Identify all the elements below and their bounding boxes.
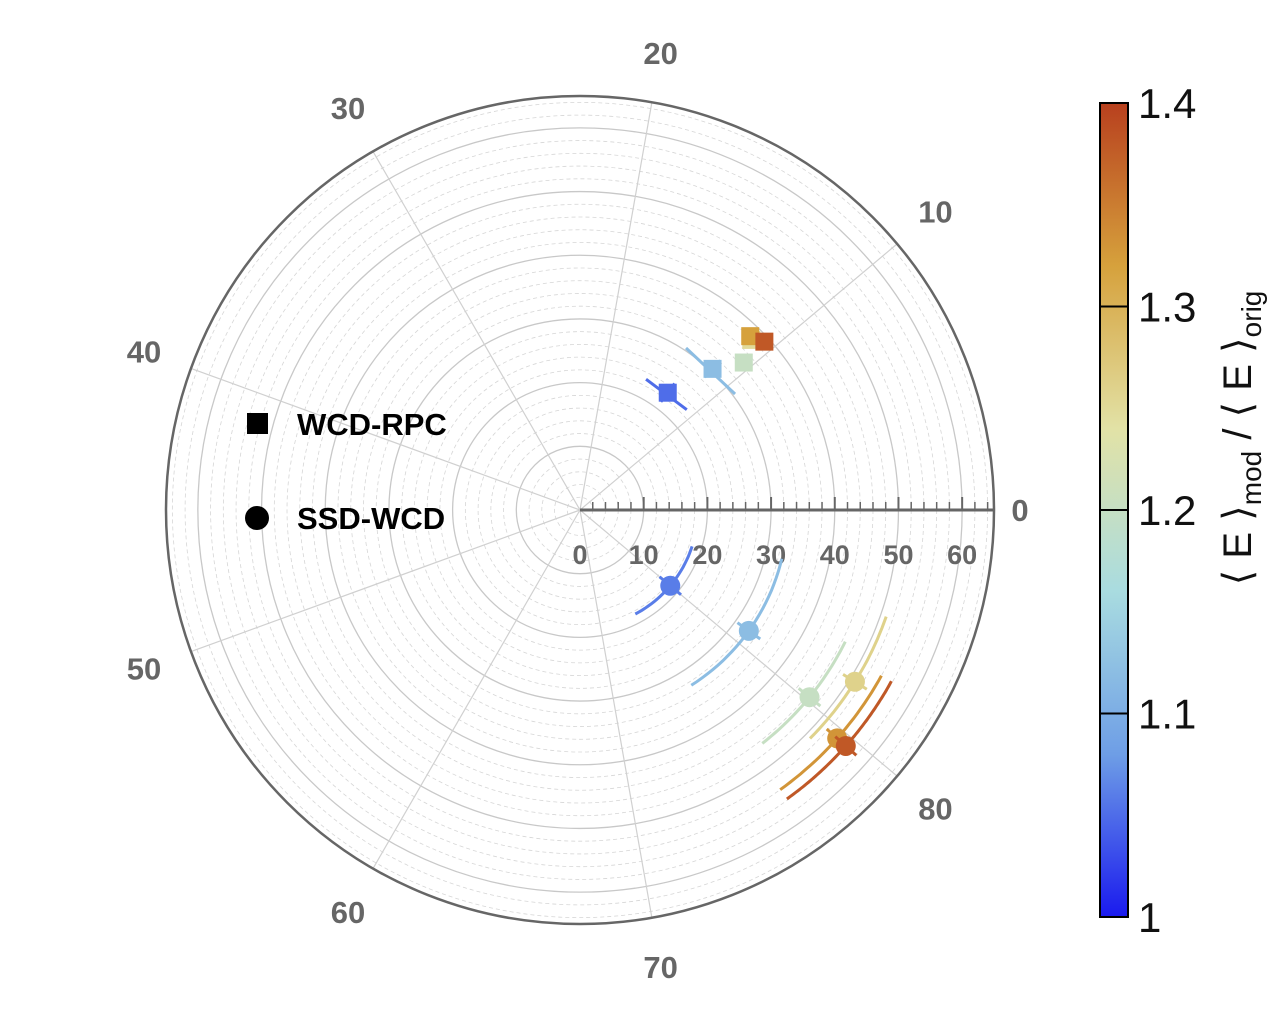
angular-tick-label: 70: [643, 950, 677, 985]
colorbar-title-part: ⟨ E ⟩: [1216, 337, 1260, 417]
data-point-circle: [738, 620, 759, 641]
angular-gridline: [579, 509, 653, 918]
angular-gridline: [372, 151, 581, 511]
radial-tick-label: 40: [820, 540, 850, 570]
data-point-circle: [844, 671, 865, 692]
angular-tick-label: 80: [918, 791, 952, 826]
angular-error-bar: [690, 558, 784, 687]
colorbar-title-part: ⟨ E ⟩: [1216, 505, 1260, 585]
angular-gridline: [190, 509, 581, 653]
angular-gridline: [579, 102, 653, 511]
angular-tick-label: 50: [127, 652, 161, 687]
data-point-square: [741, 327, 760, 346]
legend-square-marker: [247, 413, 268, 434]
angular-tick-labels: 0 10 20 30 40 50 60 70 80: [127, 36, 1029, 985]
radial-axis: 0 10 20 30 40 50 60: [572, 497, 994, 570]
colorbar-tick-label: 1.2: [1138, 487, 1196, 534]
data-point-square: [755, 332, 774, 351]
angular-tick-label: 20: [643, 36, 677, 71]
data-point-circle: [835, 735, 856, 756]
angular-gridline: [372, 509, 581, 869]
radial-tick-label: 60: [947, 540, 977, 570]
data-point-square: [658, 383, 677, 402]
data-points: [634, 327, 893, 801]
radial-tick-label: 0: [572, 540, 587, 570]
legend-circle-marker: [245, 506, 269, 530]
colorbar-title-part: orig: [1236, 291, 1267, 338]
angular-gridline: [190, 367, 581, 511]
colorbar: 11.11.21.31.4⟨ E ⟩mod / ⟨ E ⟩orig: [1099, 80, 1267, 941]
radial-tick-label: 20: [692, 540, 722, 570]
angular-tick-label: 0: [1011, 493, 1028, 528]
legend: WCD-RPC SSD-WCD: [245, 407, 447, 536]
colorbar-tick-label: 1.4: [1138, 80, 1196, 127]
angular-gridline: [579, 243, 898, 511]
colorbar-tick-label: 1: [1138, 894, 1161, 941]
series-wcd-rpc: [645, 327, 774, 411]
colorbar-title-part: mod: [1236, 451, 1267, 505]
colorbar-tick-label: 1.3: [1138, 284, 1196, 331]
data-point-circle: [799, 687, 820, 708]
radial-tick-label: 10: [629, 540, 659, 570]
data-point-circle: [660, 575, 681, 596]
angular-tick-label: 10: [918, 195, 952, 230]
angular-tick-label: 60: [331, 895, 365, 930]
data-point-square: [703, 359, 722, 378]
colorbar-title: ⟨ E ⟩mod / ⟨ E ⟩orig: [1216, 291, 1267, 586]
series-ssd-wcd: [634, 545, 893, 801]
data-point-square: [734, 353, 753, 372]
legend-label: SSD-WCD: [297, 501, 445, 536]
legend-label: WCD-RPC: [297, 407, 447, 442]
colorbar-title-part: /: [1216, 417, 1260, 450]
radial-tick-label: 50: [883, 540, 913, 570]
angular-tick-label: 40: [127, 334, 161, 369]
angular-tick-label: 30: [331, 91, 365, 126]
colorbar-tick-label: 1.1: [1138, 691, 1196, 738]
